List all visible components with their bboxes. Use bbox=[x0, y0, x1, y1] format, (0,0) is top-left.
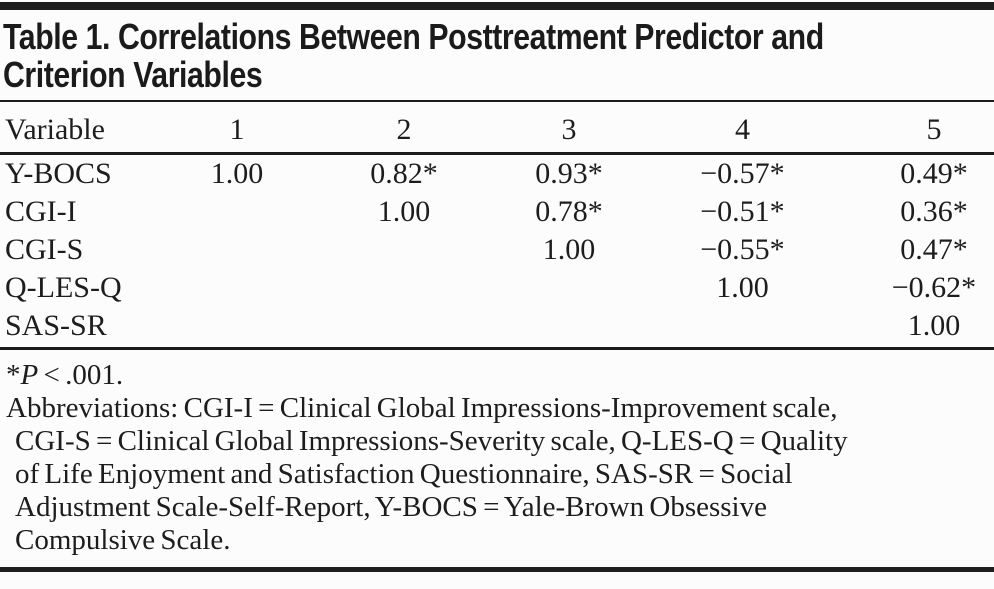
correlation-value: 0.47* bbox=[900, 233, 968, 266]
row-label-ybocs: Y-BOCS bbox=[5, 157, 112, 190]
significance-star: * bbox=[6, 359, 21, 391]
correlation-value bbox=[323, 231, 485, 269]
correlation-value: 1.00 bbox=[716, 271, 769, 304]
abbreviations-line: Abbreviations: CGI-I = Clinical Global I… bbox=[6, 392, 838, 424]
correlation-value: −0.55* bbox=[700, 233, 785, 266]
column-header-3: 3 bbox=[485, 102, 654, 155]
column-header-5: 5 bbox=[831, 102, 994, 155]
table-row: CGI-S 1.00 −0.55* 0.47* bbox=[0, 231, 994, 269]
table-row: SAS-SR 1.00 bbox=[0, 307, 994, 345]
row-label-sassr: SAS-SR bbox=[5, 309, 107, 342]
correlation-value bbox=[151, 307, 323, 345]
table-title-line-1: Table 1. Correlations Between Posttreatm… bbox=[3, 16, 824, 57]
row-label-qlesq: Q-LES-Q bbox=[5, 271, 122, 304]
correlation-value bbox=[151, 269, 323, 307]
table-footnotes: *P < .001. Abbreviations: CGI-I = Clinic… bbox=[0, 358, 994, 557]
correlation-value: −0.62* bbox=[891, 271, 977, 304]
top-rule-bar bbox=[0, 2, 994, 10]
correlation-value bbox=[653, 307, 832, 345]
abbreviations-line: Adjustment Scale-Self-Report, Y-BOCS = Y… bbox=[15, 491, 767, 523]
correlation-value: 0.93* bbox=[535, 157, 603, 190]
abbreviations-note: Abbreviations: CGI-I = Clinical Global I… bbox=[6, 392, 989, 557]
correlation-value bbox=[485, 307, 653, 345]
title-divider-rule bbox=[0, 100, 994, 102]
row-label-cgis: CGI-S bbox=[5, 233, 84, 266]
correlation-value: 1.00 bbox=[542, 233, 596, 266]
table-row: Q-LES-Q 1.00 −0.62* bbox=[0, 269, 994, 307]
table-row: Y-BOCS 1.00 0.82* 0.93* −0.57* 0.49* bbox=[0, 154, 994, 194]
column-header-2: 2 bbox=[323, 102, 486, 155]
correlation-value bbox=[323, 307, 485, 345]
significance-threshold: < .001. bbox=[38, 359, 124, 391]
abbreviations-line: Compulsive Scale. bbox=[15, 524, 231, 556]
abbreviations-line: of Life Enjoyment and Satisfaction Quest… bbox=[15, 458, 793, 490]
table-title: Table 1. Correlations Between Posttreatm… bbox=[0, 10, 994, 100]
correlation-value: 0.36* bbox=[900, 195, 968, 228]
significance-p: P bbox=[20, 359, 39, 391]
correlation-value: 1.00 bbox=[377, 195, 431, 228]
row-label-cgii: CGI-I bbox=[5, 195, 77, 228]
correlation-value: 0.82* bbox=[370, 157, 438, 190]
table-header-row: Variable 1 2 3 4 5 bbox=[0, 102, 994, 155]
correlation-value bbox=[151, 193, 323, 231]
correlation-value bbox=[323, 269, 485, 307]
significance-note: *P < .001. bbox=[6, 358, 989, 392]
abbreviations-line: CGI-S = Clinical Global Impressions-Seve… bbox=[15, 425, 848, 457]
column-header-1: 1 bbox=[151, 102, 324, 155]
correlation-value bbox=[151, 231, 323, 269]
correlation-value: −0.51* bbox=[700, 195, 785, 228]
column-header-4: 4 bbox=[653, 102, 832, 155]
table-row: CGI-I 1.00 0.78* −0.51* 0.36* bbox=[0, 193, 994, 231]
table-bottom-rule bbox=[0, 347, 994, 350]
correlation-table: Variable 1 2 3 4 5 Y-BOCS 1.00 0.82* 0.9… bbox=[0, 102, 994, 345]
correlation-value: 0.78* bbox=[535, 195, 603, 228]
correlation-value: 1.00 bbox=[210, 157, 264, 190]
column-header-variable: Variable bbox=[0, 102, 152, 155]
correlation-value: 0.49* bbox=[900, 157, 968, 190]
correlation-value bbox=[485, 269, 653, 307]
bottom-rule-bar bbox=[0, 567, 994, 572]
correlation-value: 1.00 bbox=[907, 309, 961, 342]
correlation-value: −0.57* bbox=[700, 157, 785, 190]
table-title-line-2: Criterion Variables bbox=[3, 54, 263, 95]
